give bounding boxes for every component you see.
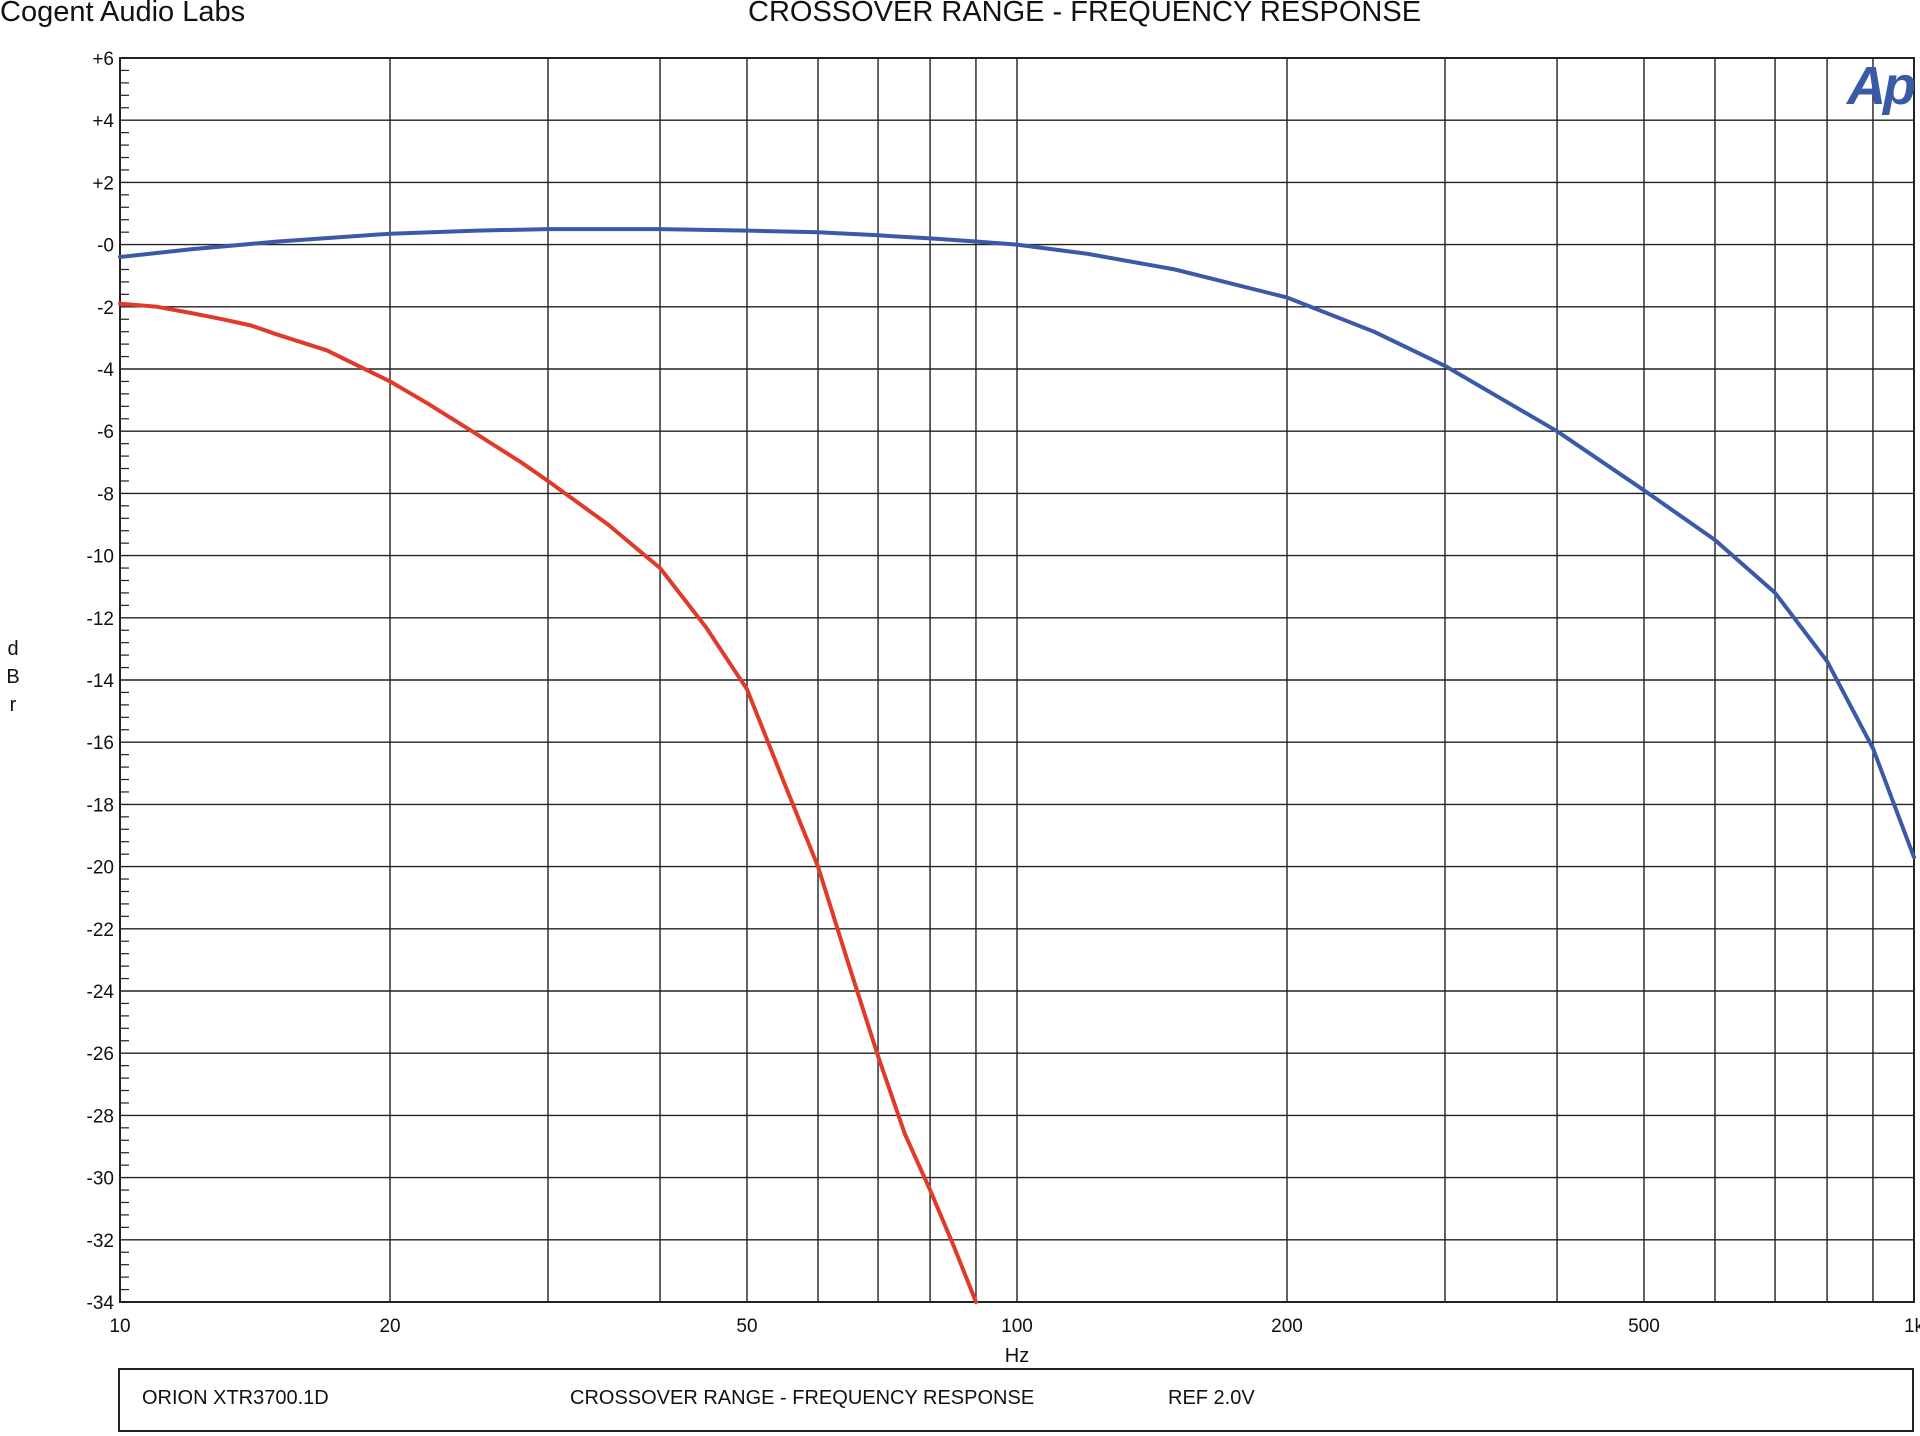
y-tick-label: -26 <box>87 1044 114 1065</box>
y-tick-label: -16 <box>87 733 114 754</box>
series-line-2 <box>118 301 978 1304</box>
y-tick-label: -8 <box>97 484 114 505</box>
ap-logo: Ap <box>1845 56 1915 116</box>
plot-frame <box>119 57 1915 1303</box>
y-tick-label: +4 <box>92 111 114 132</box>
x-tick-label: 200 <box>1271 1316 1303 1337</box>
y-tick-label: -24 <box>87 982 115 1003</box>
x-tick-label: 10 <box>109 1316 130 1337</box>
y-tick-label: -34 <box>87 1293 115 1314</box>
x-tick-label: 1k <box>1904 1316 1920 1337</box>
y-tick-label: -30 <box>87 1169 114 1190</box>
x-tick-label: 20 <box>379 1316 400 1337</box>
y-tick-label: -20 <box>87 858 114 879</box>
y-tick-label: -28 <box>87 1106 114 1127</box>
x-tick-label: 500 <box>1628 1316 1660 1337</box>
y-tick-label: -2 <box>97 298 114 319</box>
brand-name: Cogent Audio Labs <box>0 0 246 28</box>
y-tick-label: -4 <box>97 360 114 381</box>
x-tick-label: 100 <box>1001 1316 1033 1337</box>
y-tick-label: +2 <box>92 173 114 194</box>
footer-title: CROSSOVER RANGE - FREQUENCY RESPONSE <box>570 1387 1035 1409</box>
y-tick-label: -14 <box>87 671 115 692</box>
y-tick-label: -12 <box>87 609 114 630</box>
y-tick-label: -32 <box>87 1231 114 1252</box>
footer-ref: REF 2.0V <box>1168 1387 1255 1409</box>
y-tick-label: -6 <box>97 422 114 443</box>
series-line-1 <box>118 227 1916 860</box>
chart-title: CROSSOVER RANGE - FREQUENCY RESPONSE <box>748 0 1422 28</box>
y-tick-label: -0 <box>97 236 114 257</box>
y-tick-label: -10 <box>87 547 114 568</box>
x-axis-label: Hz <box>1005 1345 1029 1367</box>
y-tick-label: +6 <box>92 49 114 70</box>
footer-info-box: ORION XTR3700.1D CROSSOVER RANGE - FREQU… <box>118 1368 1914 1432</box>
footer-model: ORION XTR3700.1D <box>142 1387 329 1409</box>
x-tick-label: 50 <box>736 1316 757 1337</box>
y-tick-label: -18 <box>87 795 114 816</box>
y-tick-label: -22 <box>87 920 114 941</box>
